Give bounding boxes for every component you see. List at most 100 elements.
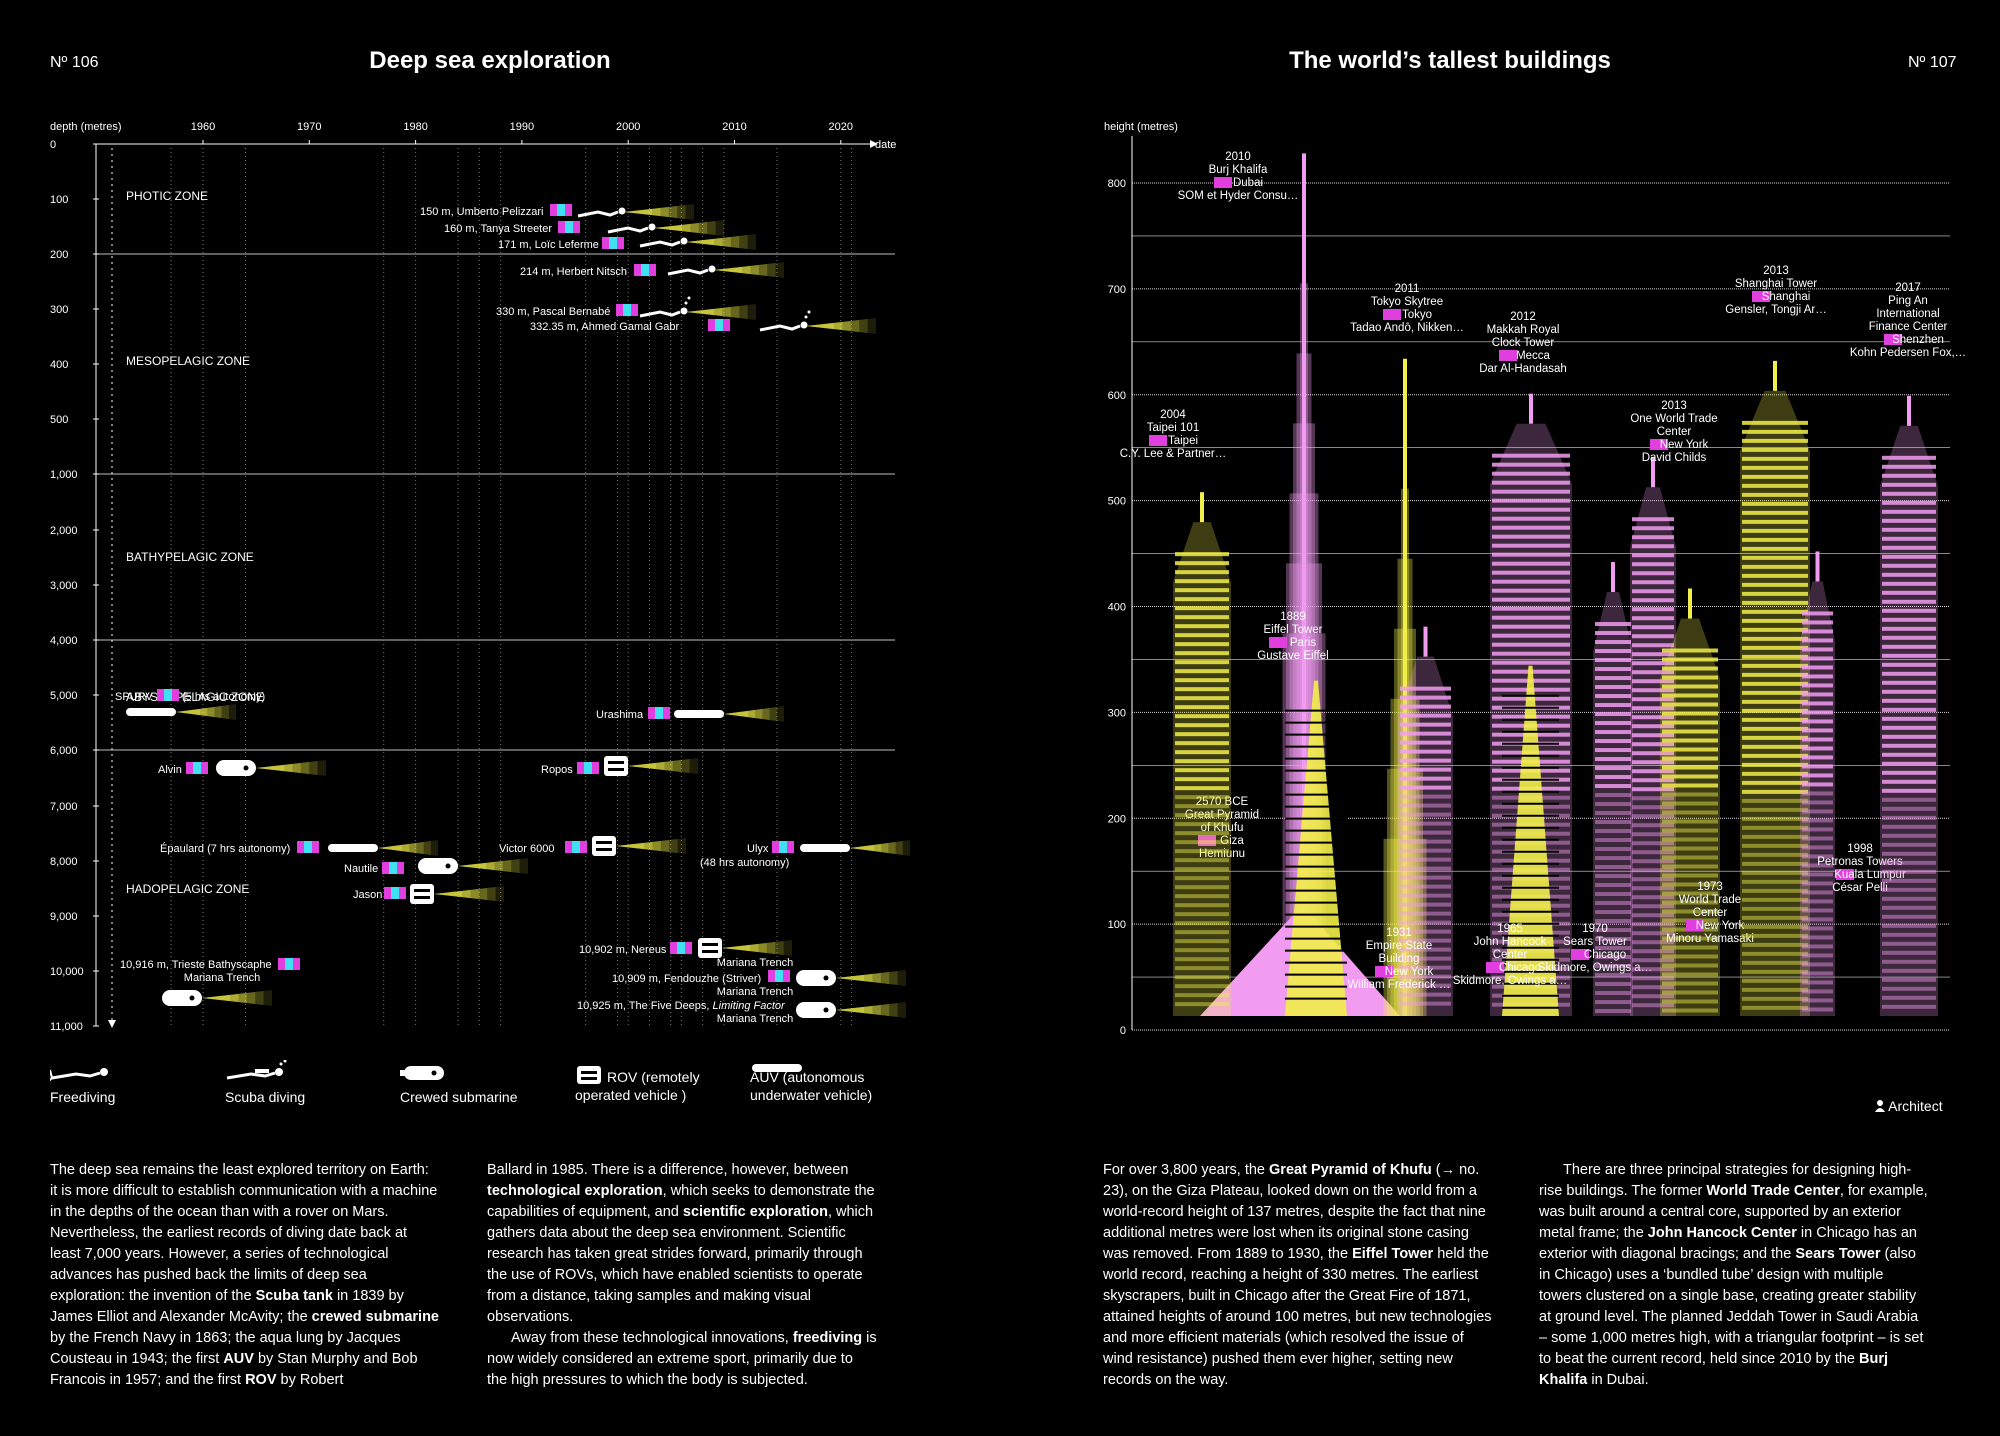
light-beam-ray [434,887,496,901]
building-year: 1973 [1697,881,1723,893]
building-floor [1175,939,1229,944]
building-floor [1632,679,1674,684]
light-beam-ray [850,842,896,854]
y-tick-label: 0 [50,139,56,151]
building-floor [1492,471,1570,476]
auv-icon [674,710,724,718]
dive-record: Épaulard (7 hrs autonomy) [160,842,290,855]
building-floor [1595,829,1631,834]
building-floor [1882,626,1936,631]
y-axis-arrow [108,1020,116,1028]
building-floor [1802,791,1833,796]
flag-icon [1198,835,1216,846]
legend-rov: ROV (remotely operated vehicle ) [575,1066,725,1104]
light-beam-ray [714,266,751,274]
building-floor [1882,545,1936,550]
building-floor [1742,1005,1808,1010]
dive-record-label: 330 m, Pascal Bernabé [496,306,610,318]
building-tier [1300,283,1308,1016]
dive-record: 332.35 m, Ahmed Gamal Gabr [530,321,680,333]
building-architect: David Childs [1642,452,1707,464]
building-floor [1802,755,1833,760]
building-floor [1802,638,1833,643]
building-floor [1882,716,1936,721]
diver-head [680,307,688,315]
light-beam-ray [202,991,264,1005]
light-beam-ray [806,319,868,333]
flag-icon [670,942,692,954]
building-floor [1400,812,1451,817]
y-tick-label: 400 [50,359,68,371]
light-beam-ray [458,858,528,874]
text-segment: The deep sea remains the least explored … [50,1162,438,1304]
text-segment: Eiffel Tower [1352,1246,1434,1262]
light-beam [434,886,504,902]
building-floor [1632,562,1674,567]
dive-record: 10,909 m, Fendouzhe (Striver)Mariana Tre… [612,973,793,998]
building-floor [1662,864,1718,869]
building-floor [1742,609,1808,614]
light-beam-ray [176,704,236,720]
building-floor [1595,883,1631,888]
building-floor [1632,805,1674,810]
flag-stripe [779,841,787,853]
building-floor [1882,1004,1936,1009]
diver-head [800,321,808,329]
building-floor [1802,908,1833,913]
flag-stripe [584,762,592,774]
crewed-icon [216,760,256,776]
building-year: 2011 [1395,283,1420,295]
building-floor [1595,748,1631,753]
building-floor [1662,783,1718,788]
light-beam-ray [176,705,229,719]
building-floor [1882,770,1936,775]
freediving-icon [639,237,688,248]
legend-scuba: Scuba diving [225,1060,305,1106]
building-floor [1632,544,1674,549]
building-floor [1400,731,1451,736]
building-floor [1400,911,1451,916]
building-floor [1742,600,1808,605]
building-floor [1742,591,1808,596]
building-floor [1742,897,1808,902]
building-floor [1632,877,1674,882]
y-tick-label: 7,000 [50,801,78,813]
building-floor [1632,778,1674,783]
rov-icon [698,938,722,958]
building-floor [1742,456,1808,461]
rov-bar [608,761,624,764]
building-floor [1882,662,1936,667]
light-beam-ray [686,238,723,246]
building-floor [1882,500,1936,505]
building-floor [1632,895,1674,900]
building-floor [1802,701,1833,706]
building-floor [1882,779,1936,784]
building-spire [1907,395,1911,426]
building-floor [1400,821,1451,826]
building-floor [1802,800,1833,805]
building-floor [1742,708,1808,713]
building-floor [1400,857,1451,862]
building-floor [1662,981,1718,986]
building-floor [1595,802,1631,807]
building-floor [1882,932,1936,937]
building-floor [1742,546,1808,551]
building-year: 1889 [1280,611,1306,623]
y-tick-label: 200 [50,249,68,261]
building-city: Dubai [1233,177,1263,189]
building-floor [1742,807,1808,812]
building-floor [1742,573,1808,578]
building-floor [1742,960,1808,965]
flag-icon [648,707,670,719]
light-beam-ray [686,306,740,318]
rov-bar [596,848,612,851]
y-tick-label: 500 [50,414,68,426]
building-spire [1815,551,1820,582]
light-beam-ray [624,206,678,218]
building-name: Great Pyramid [1185,809,1259,821]
building-floor [1802,836,1833,841]
building-floor [1632,571,1674,576]
building-floor [1632,706,1674,711]
